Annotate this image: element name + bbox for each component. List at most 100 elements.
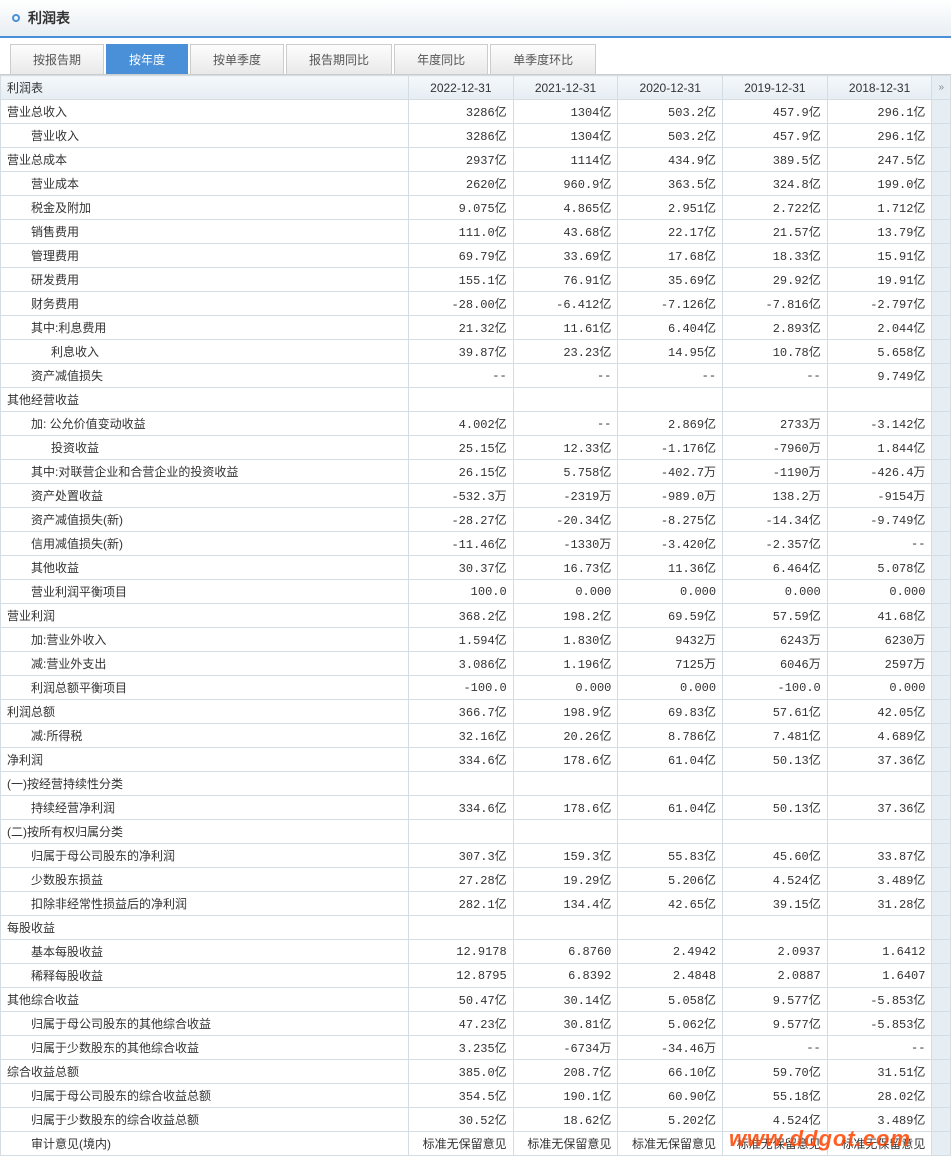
cell: -14.34亿 bbox=[723, 508, 828, 532]
row-label: 管理费用 bbox=[1, 244, 409, 268]
cell: 457.9亿 bbox=[723, 100, 828, 124]
cell: 30.37亿 bbox=[409, 556, 514, 580]
cell: 69.83亿 bbox=[618, 700, 723, 724]
cell: -7.126亿 bbox=[618, 292, 723, 316]
tab-3[interactable]: 报告期同比 bbox=[286, 44, 392, 74]
cell: -426.4万 bbox=[827, 460, 932, 484]
cell bbox=[409, 820, 514, 844]
cell: 4.689亿 bbox=[827, 724, 932, 748]
table-row: 利润总额平衡项目-100.00.0000.000-100.00.000 bbox=[1, 676, 951, 700]
cell: 21.57亿 bbox=[723, 220, 828, 244]
tab-5[interactable]: 单季度环比 bbox=[490, 44, 596, 74]
cell: 155.1亿 bbox=[409, 268, 514, 292]
row-label: 其他收益 bbox=[1, 556, 409, 580]
cell: 354.5亿 bbox=[409, 1084, 514, 1108]
cell: 23.23亿 bbox=[513, 340, 618, 364]
scroll-gutter bbox=[932, 1036, 951, 1060]
cell: 5.758亿 bbox=[513, 460, 618, 484]
cell: 9432万 bbox=[618, 628, 723, 652]
cell: -5.853亿 bbox=[827, 988, 932, 1012]
cell: 1.6412 bbox=[827, 940, 932, 964]
tab-4[interactable]: 年度同比 bbox=[394, 44, 488, 74]
cell: 55.18亿 bbox=[723, 1084, 828, 1108]
cell: -34.46万 bbox=[618, 1036, 723, 1060]
cell: 6230万 bbox=[827, 628, 932, 652]
cell: 282.1亿 bbox=[409, 892, 514, 916]
table-row: 其他综合收益50.47亿30.14亿5.058亿9.577亿-5.853亿 bbox=[1, 988, 951, 1012]
cell: 12.8795 bbox=[409, 964, 514, 988]
scroll-right-icon[interactable]: » bbox=[932, 76, 951, 100]
cell: 199.0亿 bbox=[827, 172, 932, 196]
cell: 389.5亿 bbox=[723, 148, 828, 172]
table-row: 净利润334.6亿178.6亿61.04亿50.13亿37.36亿 bbox=[1, 748, 951, 772]
cell: 5.658亿 bbox=[827, 340, 932, 364]
scroll-gutter bbox=[932, 316, 951, 340]
cell: 2.044亿 bbox=[827, 316, 932, 340]
scroll-gutter bbox=[932, 844, 951, 868]
scroll-gutter bbox=[932, 988, 951, 1012]
cell: 50.13亿 bbox=[723, 748, 828, 772]
table-row: 营业总收入3286亿1304亿503.2亿457.9亿296.1亿 bbox=[1, 100, 951, 124]
table-row: 营业成本2620亿960.9亿363.5亿324.8亿199.0亿 bbox=[1, 172, 951, 196]
cell: 0.000 bbox=[618, 676, 723, 700]
tab-2[interactable]: 按单季度 bbox=[190, 44, 284, 74]
cell: 17.68亿 bbox=[618, 244, 723, 268]
cell bbox=[618, 916, 723, 940]
cell: 100.0 bbox=[409, 580, 514, 604]
cell: 2733万 bbox=[723, 412, 828, 436]
cell: 2597万 bbox=[827, 652, 932, 676]
cell: 11.61亿 bbox=[513, 316, 618, 340]
cell: 307.3亿 bbox=[409, 844, 514, 868]
cell bbox=[827, 916, 932, 940]
cell: 31.51亿 bbox=[827, 1060, 932, 1084]
cell: 198.2亿 bbox=[513, 604, 618, 628]
cell: 32.16亿 bbox=[409, 724, 514, 748]
cell: 59.70亿 bbox=[723, 1060, 828, 1084]
cell: 0.000 bbox=[723, 580, 828, 604]
col-header: 2021-12-31 bbox=[513, 76, 618, 100]
cell: 41.68亿 bbox=[827, 604, 932, 628]
cell: -- bbox=[723, 364, 828, 388]
cell: 39.15亿 bbox=[723, 892, 828, 916]
scroll-gutter bbox=[932, 220, 951, 244]
row-label: 投资收益 bbox=[1, 436, 409, 460]
cell: 57.59亿 bbox=[723, 604, 828, 628]
cell: 9.749亿 bbox=[827, 364, 932, 388]
scroll-gutter bbox=[932, 628, 951, 652]
cell: 208.7亿 bbox=[513, 1060, 618, 1084]
cell: 42.05亿 bbox=[827, 700, 932, 724]
cell: 434.9亿 bbox=[618, 148, 723, 172]
cell: 2.869亿 bbox=[618, 412, 723, 436]
cell: 30.14亿 bbox=[513, 988, 618, 1012]
cell: -100.0 bbox=[723, 676, 828, 700]
tab-1[interactable]: 按年度 bbox=[106, 44, 188, 74]
table-row: 资产处置收益-532.3万-2319万-989.0万138.2万-9154万 bbox=[1, 484, 951, 508]
cell: 37.36亿 bbox=[827, 748, 932, 772]
cell: 0.000 bbox=[618, 580, 723, 604]
tab-0[interactable]: 按报告期 bbox=[10, 44, 104, 74]
cell: 334.6亿 bbox=[409, 796, 514, 820]
scroll-gutter bbox=[932, 508, 951, 532]
cell: 296.1亿 bbox=[827, 100, 932, 124]
table-row: 管理费用69.79亿33.69亿17.68亿18.33亿15.91亿 bbox=[1, 244, 951, 268]
scroll-gutter bbox=[932, 868, 951, 892]
cell: -3.142亿 bbox=[827, 412, 932, 436]
table-row: 研发费用155.1亿76.91亿35.69亿29.92亿19.91亿 bbox=[1, 268, 951, 292]
row-label: 利润总额 bbox=[1, 700, 409, 724]
cell bbox=[618, 772, 723, 796]
row-label: 持续经营净利润 bbox=[1, 796, 409, 820]
col-header: 2019-12-31 bbox=[723, 76, 828, 100]
cell: 6.8760 bbox=[513, 940, 618, 964]
cell: -7960万 bbox=[723, 436, 828, 460]
cell: 2937亿 bbox=[409, 148, 514, 172]
cell: 6.464亿 bbox=[723, 556, 828, 580]
cell bbox=[723, 916, 828, 940]
scroll-gutter bbox=[932, 1108, 951, 1132]
cell: 28.02亿 bbox=[827, 1084, 932, 1108]
cell: 76.91亿 bbox=[513, 268, 618, 292]
cell bbox=[409, 388, 514, 412]
cell: 7.481亿 bbox=[723, 724, 828, 748]
table-row: 营业总成本2937亿1114亿434.9亿389.5亿247.5亿 bbox=[1, 148, 951, 172]
cell: -20.34亿 bbox=[513, 508, 618, 532]
cell: 50.13亿 bbox=[723, 796, 828, 820]
